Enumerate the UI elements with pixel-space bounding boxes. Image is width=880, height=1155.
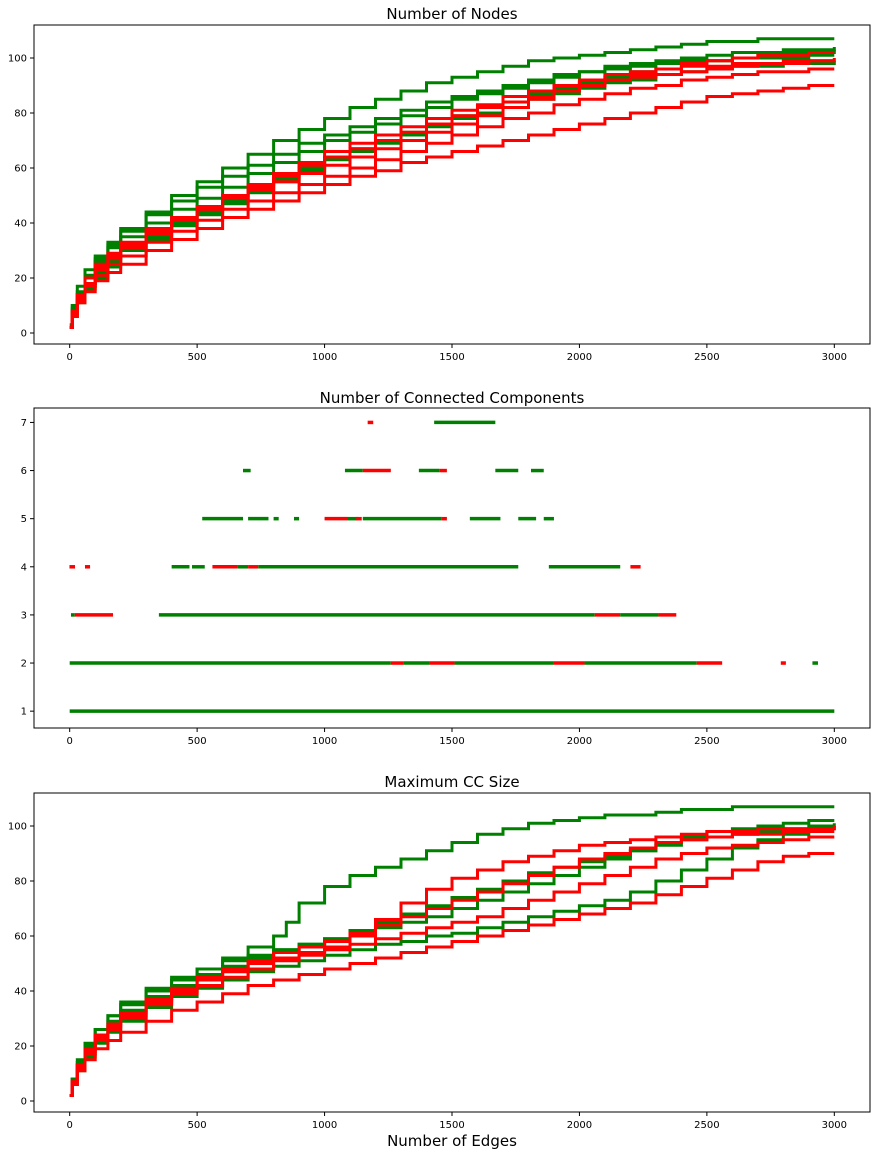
components-plot-area (69, 420, 835, 713)
max-cc-x-tick-label: 2500 (694, 1120, 719, 1131)
max-cc-y-tick-label: 80 (14, 877, 27, 888)
nodes-y-tick-label: 40 (14, 219, 27, 230)
max-cc-y-tick-label: 100 (8, 822, 27, 833)
x-axis-label: Number of Edges (387, 1132, 517, 1150)
components-y-tick-label: 1 (21, 707, 27, 718)
components-x-tick-label: 2000 (567, 736, 592, 747)
nodes-x-tick-label: 500 (188, 352, 207, 363)
components-x-tick-label: 0 (66, 736, 72, 747)
nodes-series-4 (69, 53, 835, 329)
nodes-x-tick-label: 1000 (312, 352, 337, 363)
components-x-tick-label: 500 (188, 736, 207, 747)
nodes-x-tick-label: 2000 (567, 352, 592, 363)
nodes-y-tick-label: 80 (14, 109, 27, 120)
max-cc-y-tick-label: 0 (21, 1097, 27, 1108)
components-y-tick-label: 5 (21, 514, 27, 525)
nodes-panel-title: Number of Nodes (386, 5, 517, 23)
nodes-y-tick-label: 20 (14, 274, 27, 285)
nodes-panel: Number of Nodes 0 500 1000 1500 2000 2500 3000… (8, 5, 871, 363)
components-y-ticks: 1 2 3 4 5 6 7 (21, 418, 34, 718)
max-cc-series-6 (69, 826, 836, 1097)
max-cc-x-tick-label: 3000 (822, 1120, 847, 1131)
max-cc-x-tick-label: 500 (188, 1120, 207, 1131)
components-panel-title: Number of Connected Components (320, 389, 585, 407)
components-x-tick-label: 1500 (439, 736, 464, 747)
nodes-x-tick-label: 0 (66, 352, 72, 363)
max-cc-x-ticks: 0 500 1000 1500 2000 2500 3000 (66, 1112, 847, 1131)
max-cc-series-8 (69, 830, 835, 1097)
max-cc-x-tick-label: 0 (66, 1120, 72, 1131)
max-cc-y-tick-label: 60 (14, 932, 27, 943)
max-cc-series-5 (69, 852, 835, 1097)
components-x-tick-label: 3000 (822, 736, 847, 747)
max-cc-x-tick-label: 1500 (439, 1120, 464, 1131)
nodes-series-2 (69, 37, 835, 327)
nodes-x-tick-label: 2500 (694, 352, 719, 363)
nodes-series-6 (69, 84, 835, 329)
components-y-tick-label: 2 (21, 659, 27, 670)
max-cc-panel: Maximum CC Size 0 500 1000 1500 2000 2500 3000… (8, 773, 871, 1131)
components-y-tick-label: 6 (21, 466, 27, 477)
components-y-tick-label: 3 (21, 610, 27, 621)
max-cc-x-tick-label: 2000 (567, 1120, 592, 1131)
max-cc-panel-title: Maximum CC Size (384, 773, 519, 791)
nodes-x-tick-label: 3000 (822, 352, 847, 363)
nodes-y-ticks: 0 20 40 60 80 100 (8, 54, 34, 340)
components-y-tick-label: 4 (21, 562, 27, 573)
max-cc-y-tick-label: 20 (14, 1042, 27, 1053)
nodes-series-10 (69, 51, 835, 329)
nodes-y-tick-label: 100 (8, 54, 27, 65)
nodes-x-ticks: 0 500 1000 1500 2000 2500 3000 (66, 344, 847, 363)
components-panel: Number of Connected Components 0 500 1000 1… (21, 389, 871, 747)
max-cc-y-ticks: 0 20 40 60 80 100 (8, 822, 34, 1108)
nodes-series-9 (69, 67, 835, 329)
nodes-y-tick-label: 0 (21, 329, 27, 340)
max-cc-x-tick-label: 1000 (312, 1120, 337, 1131)
components-x-tick-label: 2500 (694, 736, 719, 747)
components-y-tick-label: 7 (21, 418, 27, 429)
nodes-x-tick-label: 1500 (439, 352, 464, 363)
nodes-plot-area (69, 37, 836, 329)
nodes-y-tick-label: 60 (14, 164, 27, 175)
components-x-tick-label: 1000 (312, 736, 337, 747)
components-x-ticks: 0 500 1000 1500 2000 2500 3000 (66, 728, 847, 747)
max-cc-plot-area (69, 805, 836, 1097)
max-cc-y-tick-label: 40 (14, 987, 27, 998)
max-cc-series-7 (69, 835, 835, 1097)
